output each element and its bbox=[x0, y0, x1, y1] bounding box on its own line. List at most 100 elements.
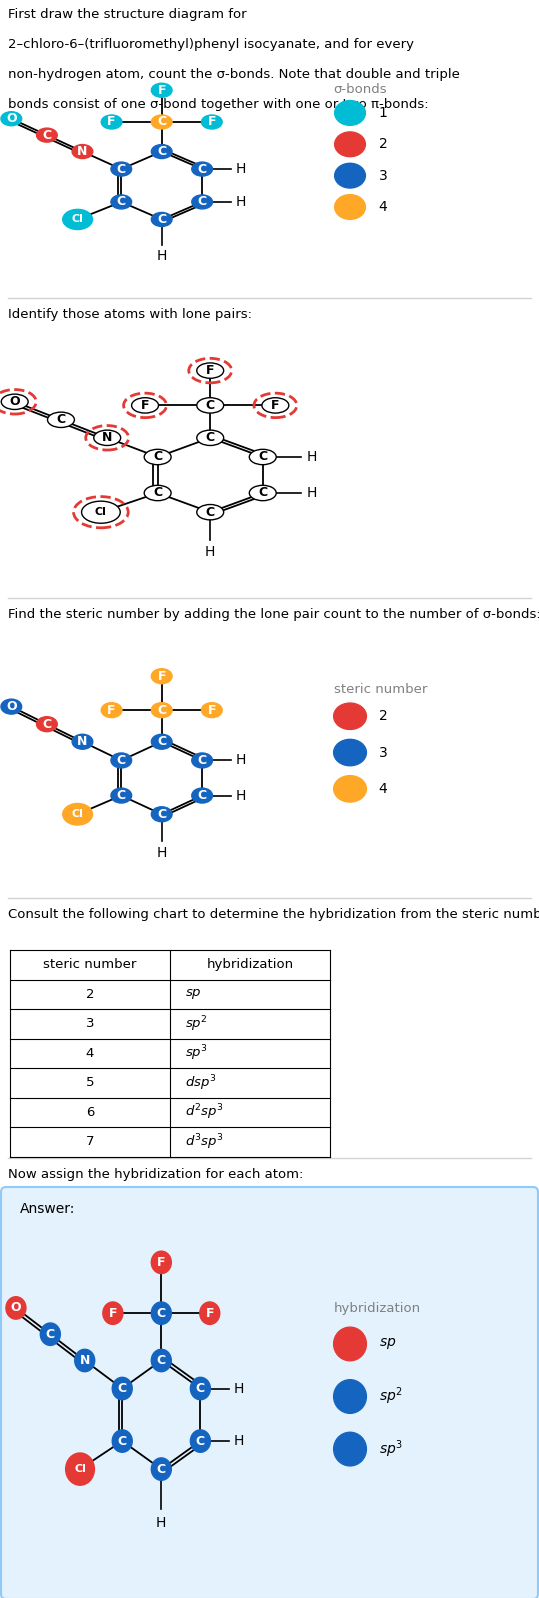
Circle shape bbox=[192, 753, 212, 769]
Text: 2: 2 bbox=[86, 988, 94, 1000]
Circle shape bbox=[202, 703, 222, 718]
Circle shape bbox=[335, 101, 365, 125]
Text: Identify those atoms with lone pairs:: Identify those atoms with lone pairs: bbox=[8, 308, 252, 321]
Text: 1: 1 bbox=[379, 105, 388, 120]
Text: 4: 4 bbox=[86, 1047, 94, 1059]
Text: C: C bbox=[198, 195, 206, 208]
Circle shape bbox=[151, 1251, 171, 1274]
Text: O: O bbox=[6, 112, 17, 125]
Circle shape bbox=[75, 1349, 95, 1371]
Circle shape bbox=[111, 788, 132, 804]
Text: $sp$: $sp$ bbox=[379, 1336, 396, 1352]
Circle shape bbox=[334, 1432, 367, 1465]
Text: Find the steric number by adding the lone pair count to the number of σ-bonds:: Find the steric number by adding the lon… bbox=[8, 607, 539, 622]
Circle shape bbox=[335, 195, 365, 219]
Circle shape bbox=[112, 1430, 132, 1453]
Circle shape bbox=[197, 363, 224, 379]
Circle shape bbox=[192, 161, 212, 176]
Text: C: C bbox=[206, 431, 215, 444]
Text: C: C bbox=[117, 754, 126, 767]
Text: C: C bbox=[196, 1382, 205, 1395]
Text: F: F bbox=[108, 1307, 117, 1320]
Text: 2: 2 bbox=[379, 137, 388, 152]
Text: C: C bbox=[118, 1435, 127, 1448]
Text: $sp^2$: $sp^2$ bbox=[185, 1015, 208, 1034]
Circle shape bbox=[151, 1349, 171, 1371]
Text: Cl: Cl bbox=[74, 1464, 86, 1473]
Circle shape bbox=[111, 195, 132, 209]
Text: H: H bbox=[307, 486, 317, 500]
Circle shape bbox=[192, 788, 212, 804]
Circle shape bbox=[37, 716, 57, 732]
Circle shape bbox=[6, 1296, 26, 1318]
Circle shape bbox=[111, 161, 132, 176]
Circle shape bbox=[81, 502, 120, 523]
Text: F: F bbox=[157, 670, 166, 682]
Circle shape bbox=[94, 430, 121, 446]
Text: $d^2sp^3$: $d^2sp^3$ bbox=[185, 1103, 224, 1122]
Text: C: C bbox=[198, 163, 206, 176]
Text: C: C bbox=[43, 128, 51, 142]
Circle shape bbox=[40, 1323, 60, 1346]
Text: H: H bbox=[233, 1382, 244, 1395]
Circle shape bbox=[334, 740, 367, 765]
Text: H: H bbox=[156, 1517, 167, 1531]
Circle shape bbox=[151, 807, 172, 821]
Text: steric number: steric number bbox=[43, 959, 137, 972]
Text: 4: 4 bbox=[379, 781, 388, 796]
Text: N: N bbox=[102, 431, 113, 444]
Text: H: H bbox=[233, 1433, 244, 1448]
Text: F: F bbox=[157, 1256, 165, 1269]
Text: C: C bbox=[157, 1307, 166, 1320]
Text: F: F bbox=[107, 115, 116, 128]
Circle shape bbox=[37, 128, 57, 142]
Text: Cl: Cl bbox=[95, 507, 107, 518]
Text: C: C bbox=[196, 1435, 205, 1448]
Text: F: F bbox=[208, 703, 216, 716]
FancyBboxPatch shape bbox=[1, 1187, 538, 1598]
Circle shape bbox=[151, 83, 172, 97]
Text: 3: 3 bbox=[379, 169, 388, 182]
Circle shape bbox=[151, 115, 172, 129]
Text: σ-bonds: σ-bonds bbox=[334, 83, 387, 96]
Text: C: C bbox=[258, 451, 267, 463]
Text: F: F bbox=[141, 400, 149, 412]
Text: N: N bbox=[77, 145, 88, 158]
Text: C: C bbox=[258, 486, 267, 500]
Text: 2–chloro-6–(trifluoromethyl)phenyl isocyanate, and for every: 2–chloro-6–(trifluoromethyl)phenyl isocy… bbox=[8, 38, 414, 51]
Text: 5: 5 bbox=[86, 1075, 94, 1090]
Circle shape bbox=[72, 733, 93, 749]
Text: C: C bbox=[157, 735, 166, 748]
Circle shape bbox=[1, 395, 28, 409]
Text: $dsp^3$: $dsp^3$ bbox=[185, 1072, 217, 1093]
Text: O: O bbox=[9, 395, 20, 409]
Text: $sp$: $sp$ bbox=[185, 988, 202, 1002]
Text: C: C bbox=[157, 703, 166, 716]
Circle shape bbox=[334, 1328, 367, 1361]
Text: C: C bbox=[206, 505, 215, 519]
Text: H: H bbox=[156, 249, 167, 264]
Circle shape bbox=[1, 112, 22, 126]
Text: hybridization: hybridization bbox=[206, 959, 294, 972]
Text: 4: 4 bbox=[379, 200, 388, 214]
Text: C: C bbox=[198, 754, 206, 767]
Circle shape bbox=[144, 449, 171, 465]
Circle shape bbox=[151, 213, 172, 227]
Circle shape bbox=[192, 195, 212, 209]
Text: C: C bbox=[57, 414, 66, 427]
Circle shape bbox=[250, 449, 276, 465]
Text: C: C bbox=[117, 163, 126, 176]
Circle shape bbox=[72, 144, 93, 158]
Text: F: F bbox=[271, 400, 280, 412]
Text: F: F bbox=[208, 115, 216, 128]
Text: C: C bbox=[157, 115, 166, 128]
Text: C: C bbox=[157, 807, 166, 821]
Circle shape bbox=[334, 1379, 367, 1413]
Text: Cl: Cl bbox=[72, 809, 84, 820]
Circle shape bbox=[197, 430, 224, 446]
Text: F: F bbox=[157, 83, 166, 97]
Text: Answer:: Answer: bbox=[20, 1202, 75, 1216]
Text: steric number: steric number bbox=[334, 684, 427, 697]
Circle shape bbox=[132, 398, 158, 412]
Circle shape bbox=[197, 505, 224, 519]
